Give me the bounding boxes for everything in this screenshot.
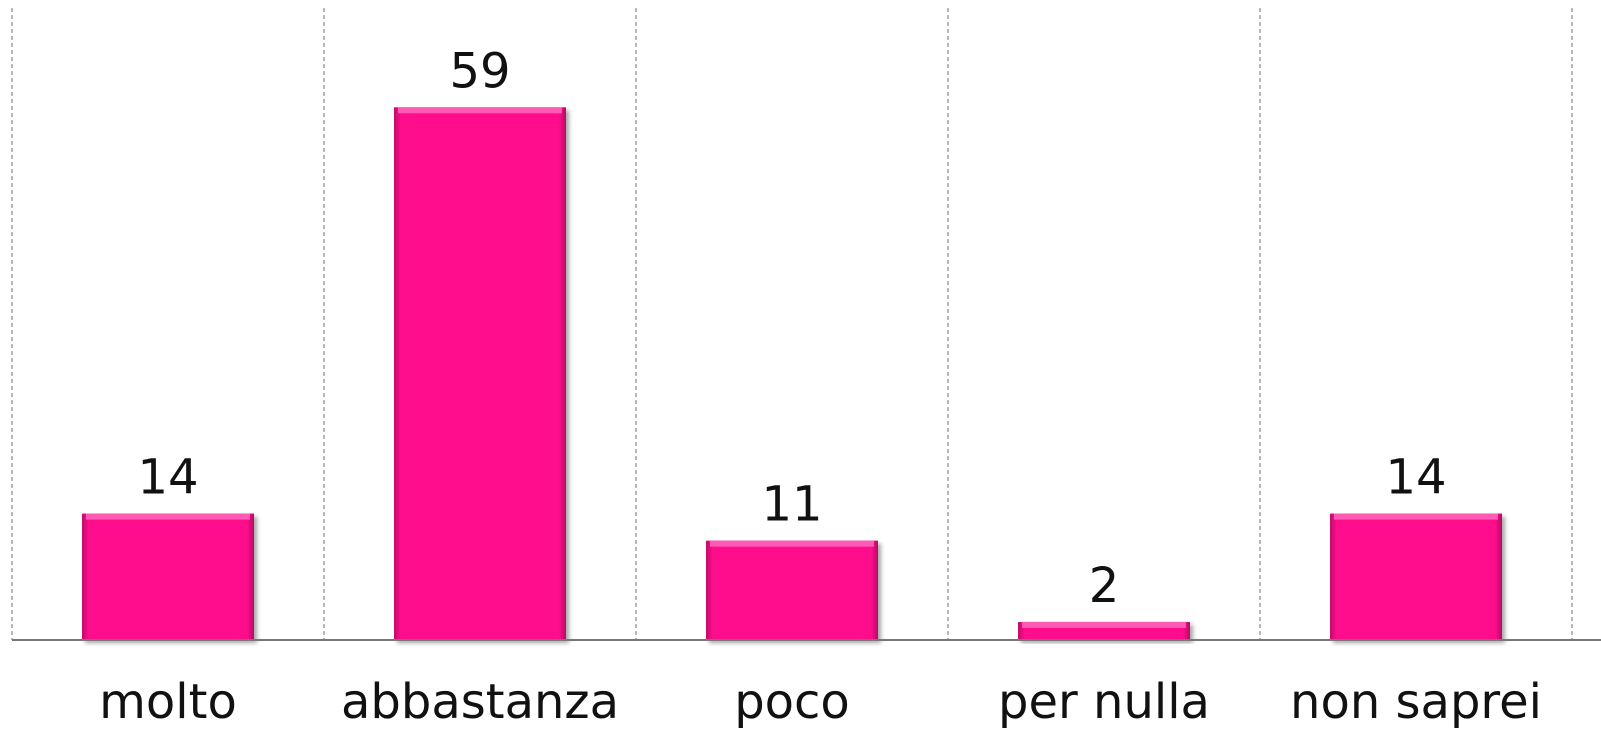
bar-highlight — [710, 540, 874, 547]
value-label: 14 — [1385, 450, 1446, 506]
bar — [1330, 513, 1502, 640]
value-label: 11 — [761, 477, 822, 533]
value-label: 2 — [1089, 558, 1120, 614]
bar — [394, 107, 566, 641]
bar — [82, 513, 254, 640]
bar-highlight — [1334, 513, 1498, 520]
value-label: 59 — [449, 43, 510, 99]
bar-highlight — [86, 513, 250, 520]
x-tick-label: abbastanza — [341, 674, 619, 730]
x-tick-label: molto — [99, 674, 237, 730]
bar-highlight — [398, 107, 562, 114]
bar — [706, 540, 878, 640]
bar-bevel — [394, 107, 566, 641]
value-label: 14 — [137, 450, 198, 506]
bar-bevel — [706, 540, 878, 640]
x-tick-label: poco — [734, 674, 850, 730]
bar — [1018, 621, 1190, 640]
bar-highlight — [1022, 621, 1186, 628]
bar-bevel — [1330, 513, 1502, 640]
bar-bevel — [82, 513, 254, 640]
x-tick-label: non saprei — [1290, 674, 1542, 730]
x-tick-label: per nulla — [998, 674, 1210, 730]
